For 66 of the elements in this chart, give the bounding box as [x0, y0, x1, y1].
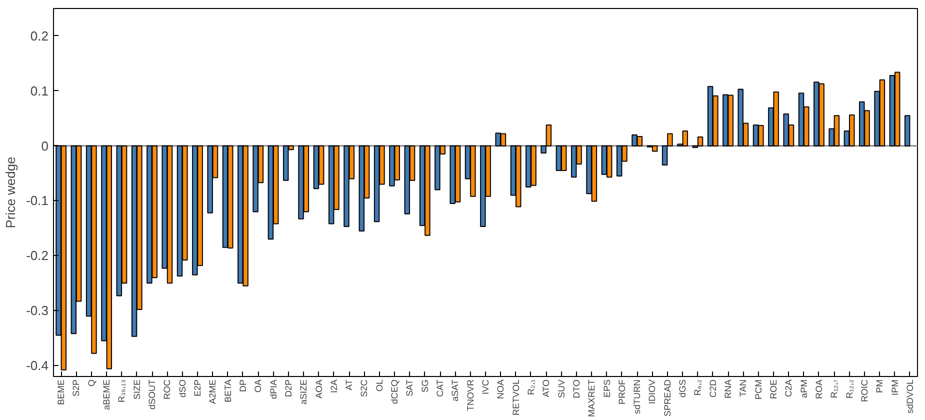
x-tick-label: R₁₂,₇ [829, 380, 840, 398]
x-tick-label: ROIC [859, 379, 870, 402]
x-tick-label: R₂,₁ [526, 380, 536, 396]
x-tick-label: IVC [480, 379, 490, 395]
x-tick-label: aBEME [102, 379, 112, 410]
x-tick-label: IDIOV [647, 379, 658, 404]
x-tick-label: A2ME [208, 379, 218, 404]
x-tick-label: Q [86, 379, 96, 386]
x-tick-label: sdDVOL [904, 380, 915, 414]
x-tick-label: dSOUT [147, 379, 158, 410]
y-tick-label: -0.2 [26, 248, 49, 264]
x-tick-label: aPM [798, 379, 809, 398]
x-tick-label: dGS [678, 379, 688, 398]
x-tick-label: DP [238, 379, 248, 392]
x-tick-label: SPREAD [662, 379, 672, 417]
x-tick-label: I2A [328, 379, 339, 394]
x-tick-label: SG [420, 379, 430, 393]
x-tick-label: dCEQ [390, 379, 400, 404]
x-tick-label: D2P [283, 379, 294, 398]
x-tick-label: TNOVR [465, 379, 476, 411]
x-tick-label: EPS [602, 379, 612, 398]
bar [904, 115, 910, 146]
x-tick-label: PM [874, 380, 885, 393]
x-tick-label: ROC [162, 379, 172, 400]
x-tick-label: sdTURN [632, 379, 642, 414]
x-tick-label: NOA [496, 379, 506, 400]
x-tick-label: CAT [435, 379, 446, 397]
x-tick-label: AOA [314, 379, 324, 399]
x-tick-label: PROF [616, 379, 627, 404]
x-tick-label: R₁₂,₂ [844, 378, 854, 399]
x-tick-label: C2A [784, 379, 794, 398]
x-tick-label: AT [344, 379, 354, 390]
x-tick-label: dPIA [268, 379, 278, 400]
x-tick-label: RNA [723, 379, 734, 398]
x-tick-label: SUV [556, 379, 566, 398]
x-tick-label: OA [253, 379, 264, 393]
x-tick-label: dSO [177, 379, 188, 398]
y-tick-label: 0 [41, 138, 49, 154]
y-tick-label: 0.1 [30, 83, 49, 98]
x-tick-label: aSAT [450, 379, 460, 402]
x-tick-label: C2D [708, 379, 718, 398]
x-tick-label: R₆,₂ [692, 378, 703, 396]
x-tick-label: IPM [890, 379, 900, 396]
y-axis-title: Price wedge [3, 156, 18, 228]
x-tick-label: ROA [814, 379, 824, 400]
x-tick-label: SAT [404, 379, 415, 396]
x-tick-label: DTO [571, 379, 582, 398]
x-tick-label: ATO [541, 380, 552, 398]
x-tick-label: SIZE [132, 379, 142, 400]
x-tick-label: S2C [359, 379, 370, 398]
x-tick-label: OL [374, 379, 384, 392]
x-tick-label: aSIZE [298, 379, 309, 405]
x-tick-label: S2P [71, 379, 82, 397]
y-tick-label: -0.4 [26, 358, 49, 374]
x-tick-label: BETA [222, 379, 233, 402]
x-tick-label: PCM [753, 380, 764, 400]
x-tick-label: ROE [768, 379, 778, 400]
x-tick-label: R₃₆,₁₃ [116, 379, 127, 402]
x-tick-label: MAXRET [586, 379, 597, 418]
y-tick-label: -0.1 [26, 193, 49, 208]
x-tick-label: BEME [56, 379, 66, 406]
y-tick-label: 0.2 [30, 28, 49, 44]
x-tick-label: TAN [738, 379, 748, 397]
x-tick-label: E2P [192, 379, 202, 397]
y-tick-label: -0.3 [26, 303, 49, 318]
x-tick-label: RETVOL [510, 379, 521, 416]
